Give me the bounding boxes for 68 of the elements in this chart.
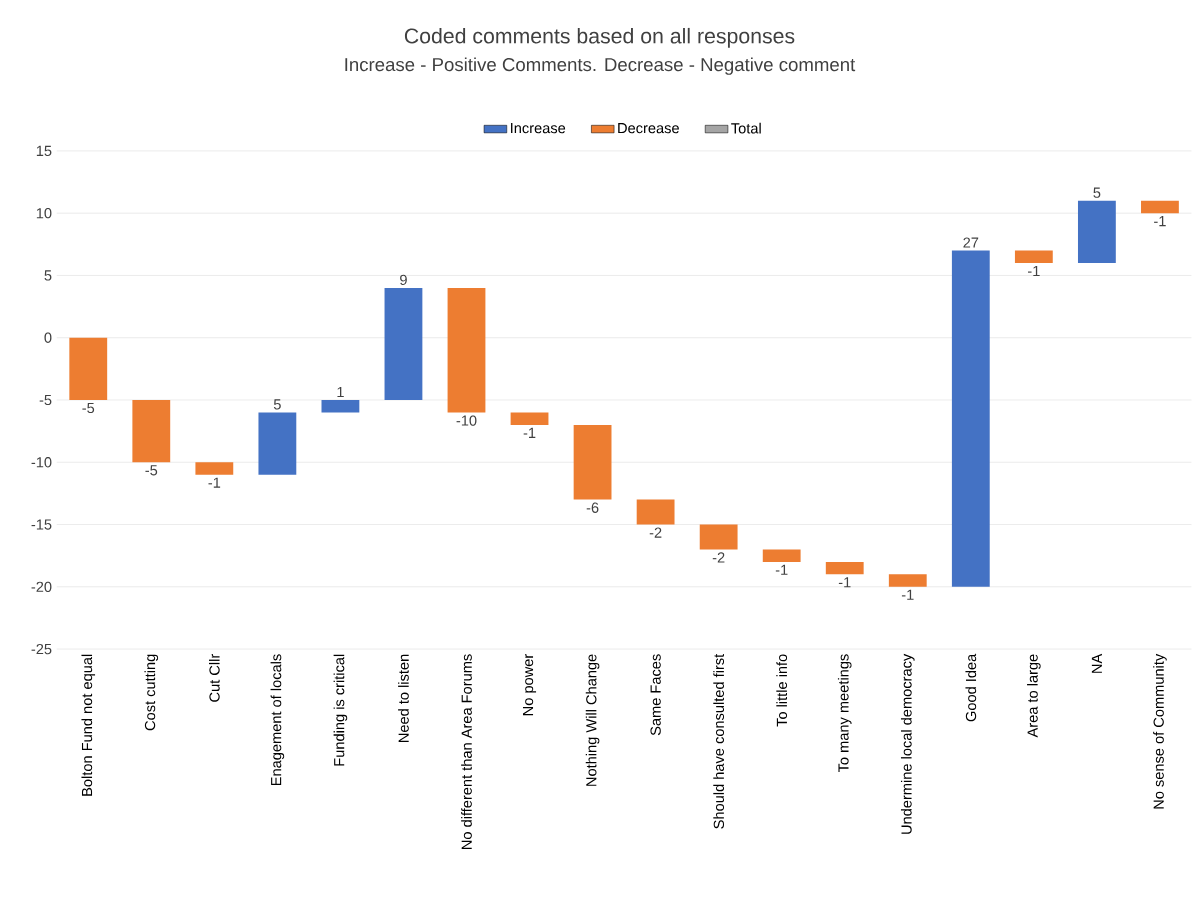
data-label: 5 [1093, 187, 1101, 198]
y-tick-label: -25 [31, 643, 52, 655]
data-label: -1 [838, 577, 851, 588]
legend-label: Increase [511, 122, 566, 134]
y-tick-label: 0 [44, 332, 52, 343]
x-tick-label: Undermine local democracy [900, 653, 915, 834]
bar [321, 399, 360, 413]
x-tick-label: Nothing Will Change [585, 654, 600, 786]
data-label: -5 [145, 465, 158, 476]
x-tick-label: Cost cutting [144, 654, 159, 731]
data-label: -1 [208, 477, 221, 488]
bar [699, 524, 738, 550]
bar [258, 412, 297, 475]
data-label: -1 [775, 564, 788, 575]
chart-subtitle: Increase - Positive Comments. Decrease - Negative comment [345, 57, 856, 75]
x-tick-label: Cut Cllr [208, 653, 220, 702]
data-label: 9 [400, 274, 407, 285]
data-label: -5 [82, 402, 95, 414]
data-label: -10 [456, 415, 477, 426]
data-label: -6 [586, 502, 599, 513]
data-label: -1 [523, 427, 536, 438]
y-tick-label: 5 [44, 270, 52, 281]
chart-title: Coded comments based on all responses [404, 27, 795, 48]
bar [573, 424, 612, 500]
y-tick-label: -15 [31, 519, 52, 530]
x-tick-label: Bolton Fund not equal [81, 654, 96, 796]
x-tick-label: To little info [776, 654, 788, 727]
bar [825, 561, 864, 575]
bar [69, 337, 108, 400]
y-tick-label: 15 [36, 145, 52, 156]
bar [384, 287, 423, 400]
bar [636, 499, 675, 525]
x-tick-label: Same Faces [650, 654, 661, 736]
x-tick-label: Enagement of locals [270, 654, 285, 785]
bar [1077, 200, 1116, 263]
y-tick-label: 10 [36, 207, 52, 219]
bar [888, 574, 927, 587]
y-tick-label: -10 [31, 457, 52, 468]
x-tick-label: Need to listen [398, 654, 409, 742]
x-tick-label: Area to large [1027, 654, 1041, 738]
bar [195, 462, 234, 475]
data-label: -2 [649, 527, 662, 538]
data-label: -1 [1154, 216, 1166, 227]
bar [1141, 200, 1179, 214]
data-label: 1 [337, 386, 344, 397]
data-label: -1 [1028, 265, 1040, 276]
x-tick-label: Should have consulted first [713, 653, 725, 829]
data-label: -2 [712, 552, 725, 563]
x-tick-label: No sense of Community [1153, 653, 1167, 809]
bar [447, 287, 486, 413]
y-tick-label: -5 [39, 394, 52, 405]
x-tick-label: No different than Area Forums [461, 654, 472, 849]
x-tick-label: Good Idea [965, 653, 977, 722]
data-label: 27 [963, 237, 979, 248]
x-tick-label: NA [1091, 653, 1102, 673]
bar [132, 399, 171, 463]
legend-label: Decrease [618, 122, 679, 134]
bar [1014, 250, 1053, 263]
x-tick-label: To many meetings [837, 654, 852, 772]
data-label: -1 [901, 589, 914, 600]
data-label: 5 [273, 399, 281, 410]
bar [510, 412, 549, 425]
x-tick-label: No power [523, 653, 537, 716]
bar [762, 549, 801, 562]
x-tick-label: Funding is critical [333, 654, 348, 766]
legend-label: Total [731, 122, 761, 134]
y-tick-label: -20 [31, 581, 52, 592]
bar [951, 250, 990, 587]
